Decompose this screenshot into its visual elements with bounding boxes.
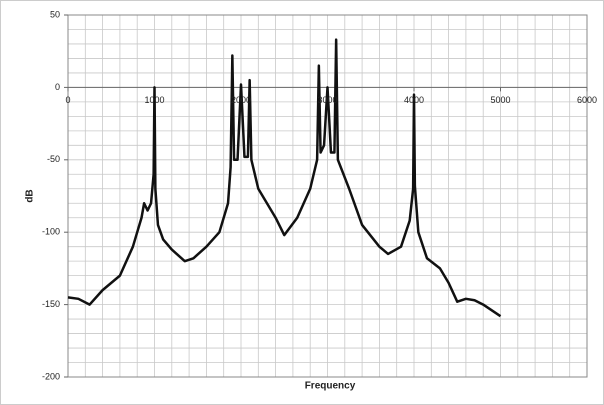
y-tick-label: -200 [42, 371, 60, 381]
y-tick-label: 50 [50, 9, 60, 19]
plot-frame [67, 14, 588, 378]
x-tick-label: 1000 [144, 95, 164, 105]
y-tick-label: -150 [42, 299, 60, 309]
x-tick-label: 3000 [317, 95, 337, 105]
y-tick-label: -100 [42, 227, 60, 237]
x-axis-title: Frequency [305, 381, 356, 392]
x-tick-label: 4000 [404, 95, 424, 105]
x-tick-label: 6000 [577, 95, 597, 105]
y-tick-label: -50 [47, 154, 60, 164]
y-tick-label: 0 [55, 82, 60, 92]
data-line [67, 38, 502, 318]
x-tick-label: 5000 [490, 95, 510, 105]
x-tick-label: 2000 [231, 95, 251, 105]
x-tick-label: 0 [65, 95, 70, 105]
y-axis-title: dB [25, 189, 36, 202]
